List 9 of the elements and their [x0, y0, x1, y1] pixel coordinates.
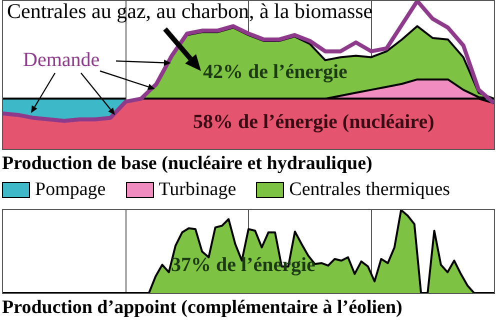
legend-label: Turbinage [158, 179, 236, 201]
legend-label: Centrales thermiques [289, 179, 450, 201]
text: Demande [23, 49, 100, 72]
annotation: 58% de l’énergie (nucléaire) [193, 111, 434, 134]
text: Production d’appoint (complémentaire à l’éolien) [2, 297, 404, 319]
annotation: 42% de l’énergie [203, 61, 348, 84]
legend-label: Pompage [35, 179, 106, 201]
text: Production de base (nucléaire et hydraulique) [2, 153, 374, 175]
annotation: 37% de l’énergie [171, 254, 316, 277]
